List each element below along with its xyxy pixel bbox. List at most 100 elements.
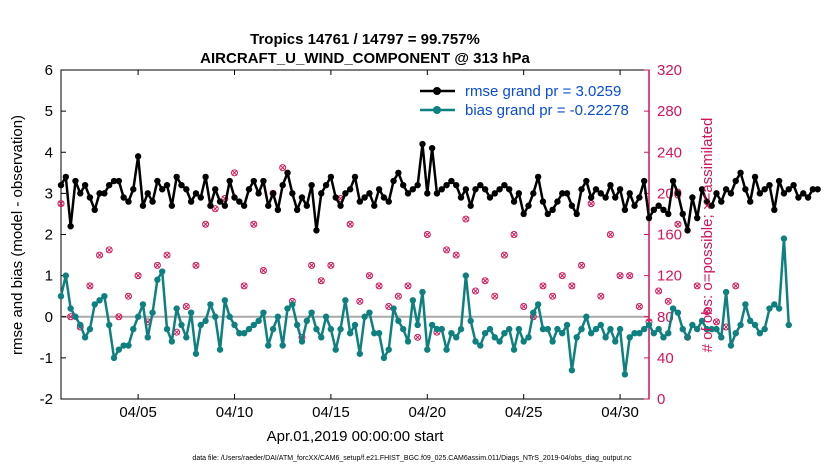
rmse-point	[433, 190, 441, 197]
obs-assimilated-point	[491, 293, 498, 300]
rmse-point	[462, 186, 470, 193]
bias-point	[751, 321, 759, 329]
bias-point	[207, 301, 214, 308]
rmse-point	[101, 190, 108, 197]
obs-possible-point	[471, 287, 479, 295]
obs-assimilated-point	[58, 200, 64, 207]
obs-assimilated-point	[626, 272, 633, 279]
bias-point	[737, 321, 744, 329]
obs-possible-point	[153, 261, 161, 269]
bias-point	[684, 334, 691, 341]
rmse-point	[120, 194, 127, 201]
rmse-point	[477, 181, 484, 189]
rmse-point	[587, 194, 595, 201]
rmse-point	[448, 177, 455, 185]
bias-point	[713, 325, 720, 333]
obs-possible-point	[606, 231, 614, 238]
bias-point	[583, 313, 590, 320]
legend-rmse-label: rmse grand pr = 3.0259	[465, 83, 621, 100]
rmse-point	[260, 177, 267, 185]
bias-point	[260, 309, 267, 316]
bias-series	[57, 235, 792, 378]
rmse-point	[467, 202, 474, 209]
bias-point	[568, 367, 576, 374]
rmse-point	[236, 198, 243, 205]
bias-point	[660, 334, 667, 341]
obs-assimilated-point	[193, 262, 199, 269]
bias-point	[433, 325, 441, 333]
bias-point	[612, 338, 619, 345]
x-tick-label: 04/10	[216, 404, 254, 421]
bias-point	[573, 334, 580, 341]
bias-point	[587, 330, 595, 337]
obs-assimilated-point	[231, 169, 238, 176]
bias-point	[775, 305, 783, 312]
obs-possible-point	[202, 220, 210, 228]
rmse-point	[496, 186, 503, 193]
bias-point	[626, 334, 633, 341]
rmse-point	[284, 169, 291, 177]
rmse-point	[732, 177, 739, 185]
obs-possible-point	[356, 297, 364, 305]
rmse-point	[703, 198, 711, 205]
y-left-tick-label: 6	[45, 62, 53, 79]
y-left-tick-label: 2	[45, 227, 53, 244]
obs-assimilated-point	[241, 283, 248, 289]
obs-possible-point	[365, 272, 373, 280]
rmse-point	[761, 186, 768, 193]
rmse-point	[693, 214, 701, 222]
bias-point	[732, 330, 739, 337]
bias-point	[534, 301, 542, 308]
rmse-point	[665, 210, 672, 218]
obs-possible-point	[134, 272, 142, 280]
rmse-point	[583, 177, 590, 185]
bias-point	[187, 309, 195, 316]
bias-point	[173, 305, 180, 312]
bias-point	[62, 272, 70, 279]
obs-assimilated-point	[164, 252, 170, 258]
bias-point	[549, 338, 556, 345]
rmse-point	[159, 186, 166, 193]
rmse-point	[221, 202, 229, 209]
obs-assimilated-point	[135, 272, 141, 279]
bias-point	[467, 317, 474, 325]
bias-point	[245, 325, 253, 333]
rmse-point	[183, 186, 190, 193]
bias-point	[385, 346, 392, 353]
bias-point	[708, 325, 715, 333]
y-left-tick-label: 5	[45, 103, 53, 120]
bias-point	[226, 313, 233, 320]
y-right-tick-label: 40	[657, 350, 674, 367]
obs-assimilated-point	[318, 277, 325, 284]
bias-point	[293, 321, 301, 329]
obs-assimilated-point	[501, 252, 508, 258]
bias-point	[110, 354, 118, 362]
obs-possible-point	[231, 169, 239, 177]
obs-possible-point	[481, 277, 489, 285]
obs-assimilated-point	[173, 329, 180, 336]
bias-point	[438, 325, 445, 333]
obs-assimilated-point	[347, 221, 354, 228]
x-tick-label: 04/15	[312, 404, 350, 421]
bias-point	[168, 338, 176, 345]
plot-area	[60, 69, 650, 400]
rmse-point	[404, 190, 412, 197]
rmse-point	[110, 177, 118, 185]
bias-point	[496, 338, 503, 345]
rmse-point	[809, 186, 817, 193]
obs-assimilated-point	[87, 283, 93, 289]
obs-assimilated-point	[250, 221, 257, 228]
rmse-point	[366, 190, 373, 197]
obs-assimilated-point	[588, 200, 595, 207]
rmse-point	[534, 173, 542, 181]
rmse-point	[346, 186, 354, 193]
rmse-point	[332, 194, 339, 201]
obs-possible-point	[394, 292, 402, 300]
obs-possible-point	[491, 292, 499, 300]
obs-assimilated-point	[424, 231, 431, 238]
obs-possible-point	[404, 282, 412, 290]
bias-point	[380, 354, 388, 362]
obs-possible-point	[539, 282, 547, 290]
bias-point	[197, 321, 204, 329]
rmse-point	[327, 173, 335, 181]
